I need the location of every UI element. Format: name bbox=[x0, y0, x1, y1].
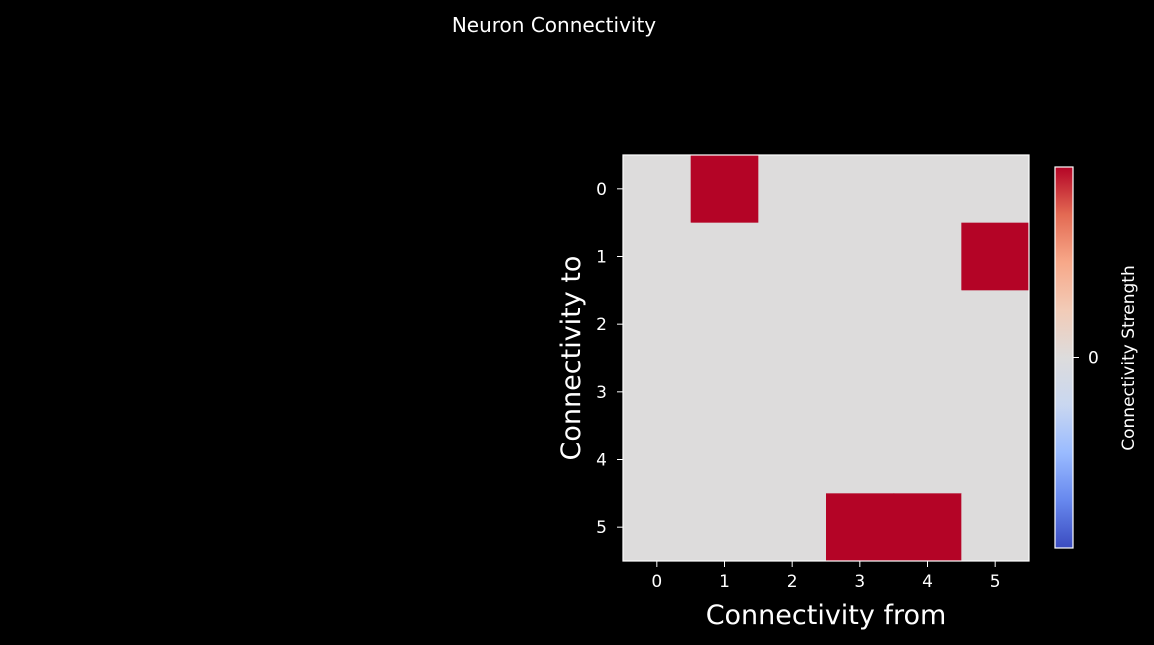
x-axis-ticks: 0 1 2 3 4 5 bbox=[651, 561, 1001, 592]
x-tick-label: 0 bbox=[651, 572, 662, 592]
heatmap-cell bbox=[961, 222, 1030, 291]
heatmap-cell bbox=[623, 358, 692, 427]
colorbar-label: Connectivity Strength bbox=[1119, 265, 1139, 450]
heatmap-cell bbox=[623, 493, 692, 562]
heatmap-cell bbox=[758, 290, 827, 359]
colorbar bbox=[1054, 166, 1074, 549]
heatmap-cell bbox=[826, 222, 895, 291]
x-tick-label: 4 bbox=[922, 572, 933, 592]
heatmap-cells bbox=[623, 155, 1030, 562]
heatmap-cell bbox=[758, 425, 827, 494]
x-axis-label: Connectivity from bbox=[706, 600, 947, 631]
heatmap-cell bbox=[623, 425, 692, 494]
heatmap-cell bbox=[826, 425, 895, 494]
heatmap-cell bbox=[623, 290, 692, 359]
heatmap-cell bbox=[623, 222, 692, 291]
heatmap-cell bbox=[961, 290, 1030, 359]
heatmap-cell bbox=[690, 493, 759, 562]
heatmap-cell bbox=[893, 155, 962, 224]
heatmap-cell bbox=[826, 358, 895, 427]
chart-title: Neuron Connectivity bbox=[452, 13, 656, 37]
heatmap-cell bbox=[893, 222, 962, 291]
heatmap-cell bbox=[758, 222, 827, 291]
colorbar-tick-label: 0 bbox=[1088, 349, 1099, 369]
heatmap-cell bbox=[623, 155, 692, 224]
heatmap-cell bbox=[961, 358, 1030, 427]
heatmap-cell bbox=[826, 155, 895, 224]
heatmap-cell bbox=[893, 358, 962, 427]
heatmap-cell bbox=[758, 493, 827, 562]
heatmap-cell bbox=[690, 290, 759, 359]
heatmap-cell bbox=[690, 155, 759, 224]
heatmap-cell bbox=[690, 358, 759, 427]
y-tick-label: 4 bbox=[596, 451, 607, 471]
y-tick-label: 3 bbox=[596, 383, 607, 403]
heatmap-cell bbox=[826, 493, 895, 562]
plot-frame bbox=[622, 154, 1030, 562]
y-tick-label: 5 bbox=[596, 518, 607, 538]
heatmap-cell bbox=[690, 222, 759, 291]
x-tick-label: 2 bbox=[787, 572, 798, 592]
colorbar-ticks: 0 bbox=[1073, 349, 1099, 369]
heatmap-cell bbox=[893, 290, 962, 359]
x-tick-label: 5 bbox=[990, 572, 1001, 592]
x-tick-label: 1 bbox=[719, 572, 730, 592]
y-axis-label: Connectivity to bbox=[556, 256, 587, 461]
y-tick-label: 0 bbox=[596, 180, 607, 200]
heatmap-cell bbox=[961, 425, 1030, 494]
y-axis-ticks: 0 1 2 3 4 5 bbox=[596, 180, 623, 538]
heatmap-cell bbox=[690, 425, 759, 494]
heatmap-cell bbox=[961, 493, 1030, 562]
heatmap-cell bbox=[961, 155, 1030, 224]
x-tick-label: 3 bbox=[854, 572, 865, 592]
y-tick-label: 2 bbox=[596, 315, 607, 335]
heatmap-cell bbox=[758, 155, 827, 224]
heatmap-cell bbox=[758, 358, 827, 427]
heatmap-cell bbox=[893, 425, 962, 494]
heatmap-cell bbox=[826, 290, 895, 359]
y-tick-label: 1 bbox=[596, 248, 607, 268]
heatmap-cell bbox=[893, 493, 962, 562]
